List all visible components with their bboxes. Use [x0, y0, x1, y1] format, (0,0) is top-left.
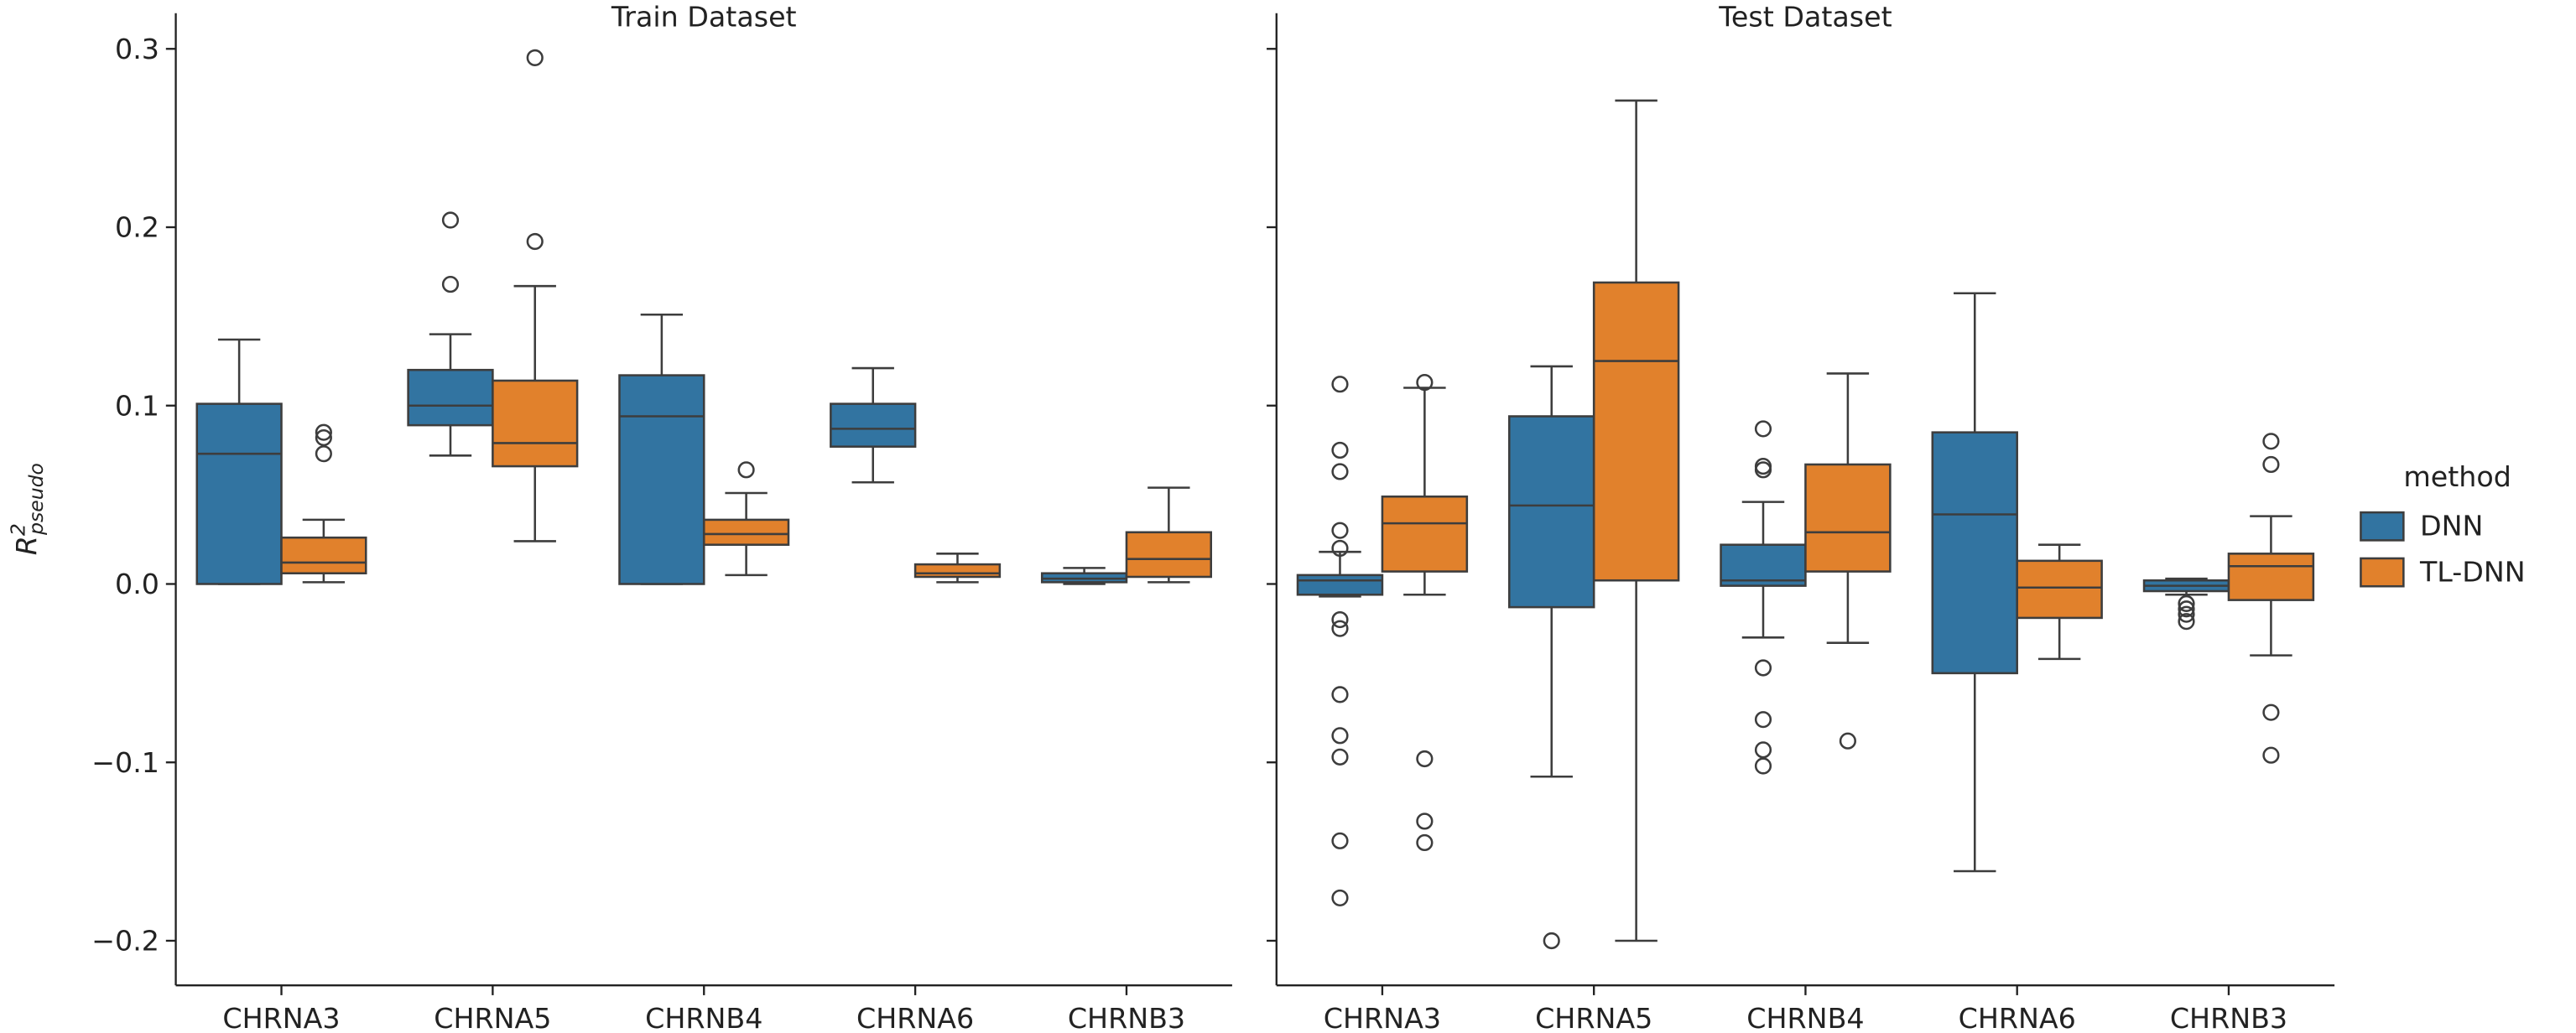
y-axis-label: R2pseudo	[6, 463, 48, 555]
subplot-title: Test Dataset	[1718, 0, 1892, 33]
y-label-base: R	[10, 536, 43, 555]
outlier	[315, 423, 332, 441]
outlier	[1331, 463, 1349, 480]
outlier	[1416, 812, 1434, 830]
box	[280, 536, 367, 574]
outlier	[1331, 539, 1349, 558]
outlier	[441, 275, 460, 293]
x-tick-label: CHRNB4	[1746, 1002, 1864, 1033]
outlier	[1331, 376, 1349, 393]
outlier	[1754, 659, 1772, 677]
outlier	[1331, 889, 1349, 907]
box	[195, 402, 283, 585]
y-tick-label: 0.0	[115, 568, 159, 600]
outlier	[441, 211, 460, 229]
box	[2016, 559, 2103, 620]
outlier	[1754, 741, 1772, 759]
box	[407, 368, 494, 427]
box	[1125, 531, 1212, 579]
outlier	[1331, 832, 1349, 849]
y-tick-label: 0.3	[115, 33, 159, 65]
outlier	[1839, 732, 1856, 750]
outlier	[1754, 457, 1772, 475]
box	[913, 563, 1002, 579]
y-tick-label: 0.1	[115, 389, 159, 422]
legend-label: DNN	[2420, 510, 2483, 542]
outlier	[1331, 686, 1349, 703]
box	[1508, 415, 1595, 609]
box	[1720, 543, 1807, 587]
outlier	[2178, 600, 2195, 618]
outlier	[1543, 932, 1560, 950]
outlier	[2178, 594, 2195, 612]
outlier	[1331, 610, 1349, 629]
outlier	[315, 445, 332, 463]
box	[1592, 281, 1680, 582]
outlier	[1754, 757, 1772, 775]
outlier	[1416, 750, 1434, 768]
outlier	[2262, 703, 2280, 721]
outlier	[1331, 727, 1349, 745]
outlier	[2262, 455, 2280, 474]
x-tick-label: CHRNA6	[1959, 1002, 2076, 1033]
y-tick-label: −0.1	[91, 746, 159, 779]
box	[618, 374, 705, 585]
x-tick-label: CHRNB3	[2170, 1002, 2287, 1033]
outlier	[1331, 441, 1349, 459]
outlier	[526, 232, 544, 251]
outlier	[1416, 833, 1434, 852]
box	[2227, 553, 2315, 601]
y-tick-label: 0.2	[115, 211, 159, 244]
box	[492, 379, 579, 468]
outlier	[2262, 433, 2280, 450]
outlier	[1331, 748, 1349, 766]
box	[702, 518, 790, 546]
outlier	[526, 49, 544, 66]
y-tick-label: −0.2	[91, 925, 159, 958]
subplot-title: Train Dataset	[611, 0, 797, 33]
box	[1296, 574, 1384, 596]
outlier	[1754, 461, 1772, 479]
box	[1804, 463, 1892, 573]
legend-title: method	[2403, 460, 2511, 493]
x-tick-label: CHRNA3	[222, 1002, 340, 1033]
legend-swatch	[2360, 557, 2405, 588]
outlier	[1754, 711, 1772, 729]
box	[1931, 431, 2018, 675]
outlier	[2262, 746, 2280, 764]
legend-swatch	[2360, 511, 2405, 542]
x-tick-label: CHRNA5	[1535, 1002, 1652, 1033]
x-tick-label: CHRNB3	[1068, 1002, 1185, 1033]
y-label-sup: 2	[6, 523, 29, 536]
x-tick-label: CHRNB4	[645, 1002, 762, 1033]
legend-label: TL-DNN	[2419, 555, 2526, 588]
outlier	[1416, 374, 1434, 392]
outlier	[1754, 420, 1772, 438]
x-tick-label: CHRNA3	[1324, 1002, 1441, 1033]
outlier	[2178, 605, 2195, 623]
outlier	[1331, 620, 1349, 637]
outlier	[737, 461, 755, 479]
outlier	[315, 428, 332, 447]
x-tick-label: CHRNA6	[856, 1002, 974, 1033]
box	[830, 402, 917, 448]
y-label-sub: pseudo	[24, 463, 48, 536]
box	[1381, 495, 1469, 573]
x-tick-label: CHRNA5	[434, 1002, 551, 1033]
outlier	[2178, 613, 2195, 631]
outlier	[1331, 522, 1349, 539]
